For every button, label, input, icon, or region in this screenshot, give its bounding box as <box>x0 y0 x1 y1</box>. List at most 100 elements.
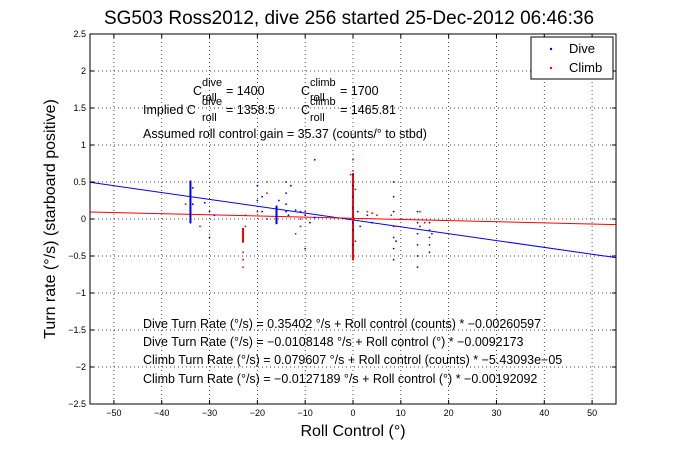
data-point-climb <box>242 266 244 268</box>
data-point-climb <box>349 173 352 176</box>
annotation-climb-fit-counts: Climb Turn Rate (°/s) = 0.079607 °/s + R… <box>143 353 562 367</box>
data-point-dive <box>428 244 431 246</box>
y-tick-label: 1.5 <box>73 103 86 113</box>
data-point-climb <box>390 214 393 217</box>
data-point-dive <box>416 210 419 213</box>
data-point-dive <box>352 173 354 176</box>
data-point-climb <box>352 170 354 172</box>
legend-label-dive: Dive <box>569 41 595 56</box>
data-point-dive <box>352 207 354 209</box>
data-point-climb <box>352 258 354 261</box>
x-tick-label: 30 <box>491 408 501 418</box>
annotation-c-roll-dive: C dive roll = 1400 <box>193 77 265 104</box>
data-point-climb <box>399 218 402 220</box>
legend-marker-dive <box>549 47 553 51</box>
svg-text:roll: roll <box>310 92 325 104</box>
svg-text:= 1700: = 1700 <box>340 84 379 98</box>
data-point-climb <box>371 212 374 214</box>
data-point-dive <box>294 209 297 212</box>
annotation-implied-c-roll-climb: C climb roll = 1465.81 <box>301 96 396 124</box>
svg-text:dive: dive <box>202 77 222 89</box>
data-point-climb <box>352 192 354 195</box>
x-tick-labels: −50 −40 −30 −20 −10 0 10 20 30 40 50 <box>106 408 597 418</box>
data-point-dive <box>275 214 278 217</box>
data-point-climb <box>354 240 357 243</box>
data-point-dive <box>189 218 192 220</box>
svg-text:dive: dive <box>202 96 222 108</box>
data-point-dive <box>356 210 359 213</box>
data-point-climb <box>419 210 421 213</box>
y-tick-label: 0 <box>81 214 86 224</box>
data-point-dive <box>304 214 307 217</box>
annotation-implied-c-roll-dive: Implied C dive roll = 1358.5 <box>143 96 275 124</box>
y-axis-label: Turn rate (°/s) (starboard positive) <box>42 99 59 339</box>
data-point-dive <box>392 210 395 213</box>
data-point-dive <box>419 225 421 228</box>
data-point-climb <box>244 214 247 217</box>
data-point-dive <box>416 255 419 257</box>
legend-marker-climb <box>549 66 553 70</box>
data-point-dive <box>359 225 362 228</box>
data-point-climb <box>366 210 369 213</box>
data-point-dive <box>289 184 292 187</box>
data-point-dive <box>428 251 431 254</box>
data-point-climb <box>266 181 268 183</box>
data-point-dive <box>191 187 194 189</box>
data-point-dive <box>428 229 431 232</box>
legend-label-climb: Climb <box>569 60 602 75</box>
data-point-climb <box>395 225 397 228</box>
data-point-climb <box>294 232 297 235</box>
data-point-dive <box>189 207 192 209</box>
legend-box <box>530 36 614 80</box>
data-point-dive <box>395 240 397 243</box>
y-tick-label: 0.5 <box>73 177 86 187</box>
data-point-climb <box>242 258 244 261</box>
y-tick-label: 2.5 <box>73 29 86 39</box>
x-tick-label: 20 <box>444 408 454 418</box>
y-tick-label: −1 <box>76 288 86 298</box>
data-point-dive <box>208 236 211 239</box>
data-point-dive <box>428 221 431 224</box>
data-point-climb <box>242 240 244 243</box>
data-point-dive <box>392 195 395 198</box>
data-point-dive <box>352 184 354 187</box>
data-point-climb <box>352 203 354 206</box>
data-point-climb <box>244 225 247 228</box>
y-tick-label: 1 <box>81 140 86 150</box>
data-point-climb <box>304 210 307 213</box>
data-point-climb <box>184 203 187 206</box>
data-point-dive <box>189 195 192 198</box>
data-point-dive <box>261 195 264 198</box>
svg-text:roll: roll <box>202 92 217 104</box>
annotation-climb-fit-degrees: Climb Turn Rate (°/s) = −0.0127189 °/s +… <box>143 372 537 386</box>
y-tick-label: −2 <box>76 362 86 372</box>
svg-text:C: C <box>301 84 310 98</box>
data-point-climb <box>352 214 354 217</box>
data-point-dive <box>189 221 192 224</box>
svg-text:roll: roll <box>310 112 325 124</box>
data-points <box>184 158 433 268</box>
data-point-climb <box>354 188 357 191</box>
x-tick-label: 40 <box>539 408 549 418</box>
data-point-dive <box>304 247 307 250</box>
x-tick-label: −20 <box>250 408 265 418</box>
data-point-dive <box>213 214 216 217</box>
data-point-dive <box>208 210 211 213</box>
y-tick-label: −2.5 <box>68 399 86 409</box>
annotation-dive-fit-degrees: Dive Turn Rate (°/s) = −0.0108148 °/s + … <box>143 335 524 349</box>
chart-title: SG503 Ross2012, dive 256 started 25-Dec-… <box>104 8 594 29</box>
data-point-climb <box>299 218 302 220</box>
data-point-dive <box>299 210 302 213</box>
x-axis-label: Roll Control (°) <box>300 423 405 440</box>
data-point-dive <box>371 221 374 224</box>
data-point-dive <box>313 216 316 219</box>
data-point-dive <box>203 201 206 204</box>
data-point-climb <box>242 251 244 254</box>
y-tick-label: −0.5 <box>68 251 86 261</box>
svg-text:climb: climb <box>310 77 336 89</box>
data-point-climb <box>352 225 354 228</box>
data-point-dive <box>416 232 419 235</box>
data-point-dive <box>352 229 354 232</box>
data-point-dive <box>285 181 287 183</box>
svg-text:roll: roll <box>202 112 217 124</box>
